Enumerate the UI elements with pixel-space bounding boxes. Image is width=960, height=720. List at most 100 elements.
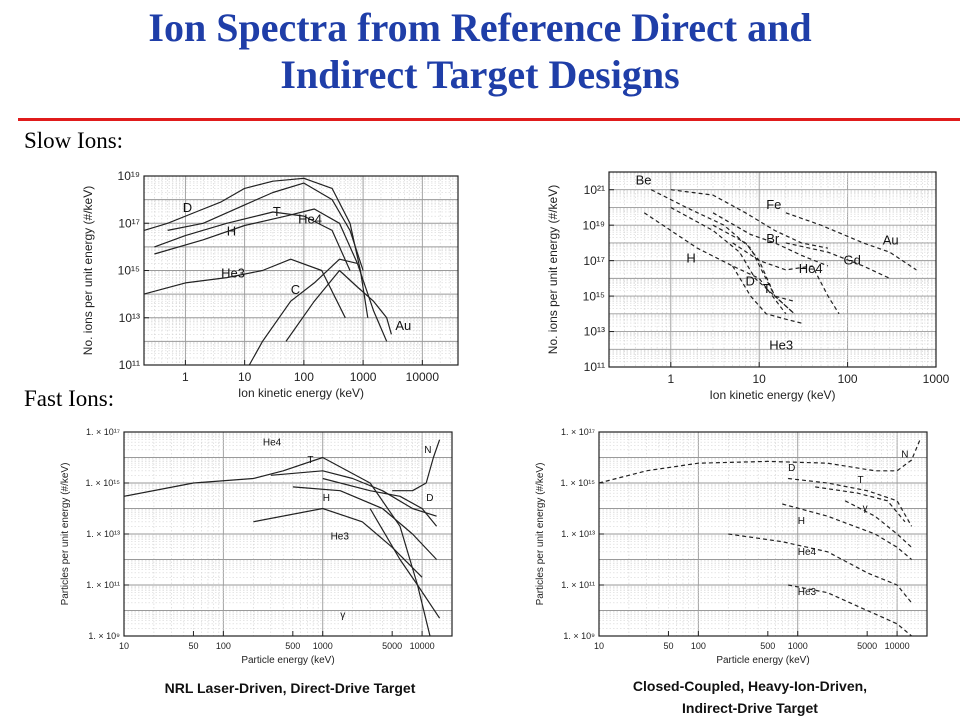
series-line-he3 [253,507,423,578]
series-label-c: C [291,282,300,297]
x-tick-label: 500 [285,641,300,651]
series-label-br: Br [766,231,780,246]
plot-frame [608,171,937,368]
y-tick-label: 1. × 10⁹ [563,631,595,641]
y-tick-label: 10²¹ [584,183,605,197]
series-line-gamma [369,508,441,619]
y-tick-label: 10¹¹ [584,360,605,374]
series-line-d [143,177,369,318]
series-line-t [815,486,906,523]
series-line-be [650,189,795,315]
x-tick-label: 500 [760,641,775,651]
series-line-n [392,439,441,492]
series-label-he3: He3 [331,532,350,543]
series-label-au: Au [883,233,899,248]
series-line-h [292,486,438,560]
x-tick-label: 10 [238,370,252,384]
series-line-he4 [123,456,431,637]
series-label-d: D [746,273,755,288]
series-label-t: T [307,455,313,466]
series-line-au [285,269,392,342]
series-line-d [670,206,795,302]
caption-indirect-drive-line-2: Indirect-Drive Target [682,700,818,716]
slow-ions-heading: Slow Ions: [24,128,124,153]
y-axis-label: Particles per unit energy (#/keV) [60,463,71,606]
y-tick-label: 10¹⁷ [583,254,605,268]
series-label-t: T [858,475,864,486]
series-line-fe [670,189,829,249]
series-label-t: T [763,281,771,296]
series-line-d [322,477,438,527]
series-line-c [248,258,388,366]
x-tick-label: 5000 [382,641,402,651]
caption-indirect-drive-line-1: Closed-Coupled, Heavy-Ion-Driven, [632,678,868,694]
x-tick-label: 100 [294,370,314,384]
series-line-he4 [728,533,913,604]
y-tick-label: 1. × 10¹⁷ [86,427,120,437]
x-tick-label: 1000 [350,370,377,384]
series-label-h: H [798,516,805,527]
series-line-br [712,212,829,267]
series-label-n: N [901,450,908,461]
y-tick-label: 10¹⁷ [118,216,140,230]
x-tick-label: 10000 [406,370,440,384]
series-label-he4: He4 [798,547,817,558]
x-tick-label: 1 [667,372,674,386]
y-tick-label: 10¹⁵ [583,289,605,303]
x-tick-label: 10 [753,372,767,386]
y-tick-label: 1. × 10¹⁵ [85,478,120,488]
caption-direct-drive: NRL Laser-Driven, Direct-Drive Target [164,680,416,696]
x-tick-label: 1000 [788,641,808,651]
x-tick-label: 10000 [410,641,435,651]
y-tick-label: 10¹⁹ [118,169,140,183]
x-tick-label: 1000 [313,641,333,651]
x-tick-label: 100 [691,641,706,651]
x-tick-label: 100 [838,372,858,386]
series-label-h: H [686,250,695,265]
series-line-t [712,224,795,315]
x-tick-label: 10 [119,641,129,651]
series-label-d: D [426,493,433,504]
y-tick-label: 10¹⁵ [118,264,140,278]
x-tick-label: 5000 [857,641,877,651]
y-tick-label: 1. × 10¹³ [86,529,120,539]
series-label-h: H [323,493,330,504]
y-axis-label: No. ions per unit energy (#/keV) [81,186,95,355]
x-axis-label: Particle energy (keV) [241,655,334,666]
chart-fast-indirect: 10 50 100 500 1000 5000 10000 1. × 10⁹ 1. × 10¹¹… [535,427,928,666]
series-label-d: D [788,463,795,474]
chart-fast-direct: 10 50 100 500 1000 5000 10000 1. × 10⁹ 1. × 10¹¹… [60,427,453,666]
page-title-line-2: Indirect Target Designs [280,52,680,98]
x-tick-label: 50 [663,641,673,651]
x-tick-label: 100 [216,641,231,651]
y-tick-label: 1. × 10¹¹ [86,580,120,590]
series-line-h [782,503,912,560]
series-label-be: Be [636,172,652,187]
y-axis-label: No. ions per unit energy (#/keV) [546,185,560,354]
x-axis-label: Ion kinetic energy (keV) [709,388,835,402]
y-tick-label: 10¹³ [119,311,140,325]
series-label-t: T [273,204,281,219]
y-tick-label: 1. × 10⁹ [88,631,120,641]
y-tick-label: 1. × 10¹¹ [561,580,595,590]
title-divider [18,118,960,121]
x-axis-label: Particle energy (keV) [716,655,809,666]
series-line-t [167,182,364,271]
y-tick-label: 10¹¹ [119,358,140,372]
x-axis-label: Ion kinetic energy (keV) [238,386,364,400]
fast-ions-heading: Fast Ions: [24,386,115,411]
series-line-n [598,439,921,484]
series-line-h [154,211,351,271]
x-tick-label: 10 [594,641,604,651]
y-tick-label: 1. × 10¹⁵ [560,478,595,488]
series-line-he4 [154,208,358,264]
series-label-au: Au [395,318,411,333]
series-line-h [643,212,787,315]
page-title-line-1: Ion Spectra from Reference Direct and [148,5,812,50]
series-label-gd: Gd [844,253,861,268]
x-tick-label: 1 [182,370,189,384]
series-label-he4: He4 [799,261,823,276]
x-tick-label: 50 [188,641,198,651]
y-tick-label: 10¹⁹ [583,218,605,232]
